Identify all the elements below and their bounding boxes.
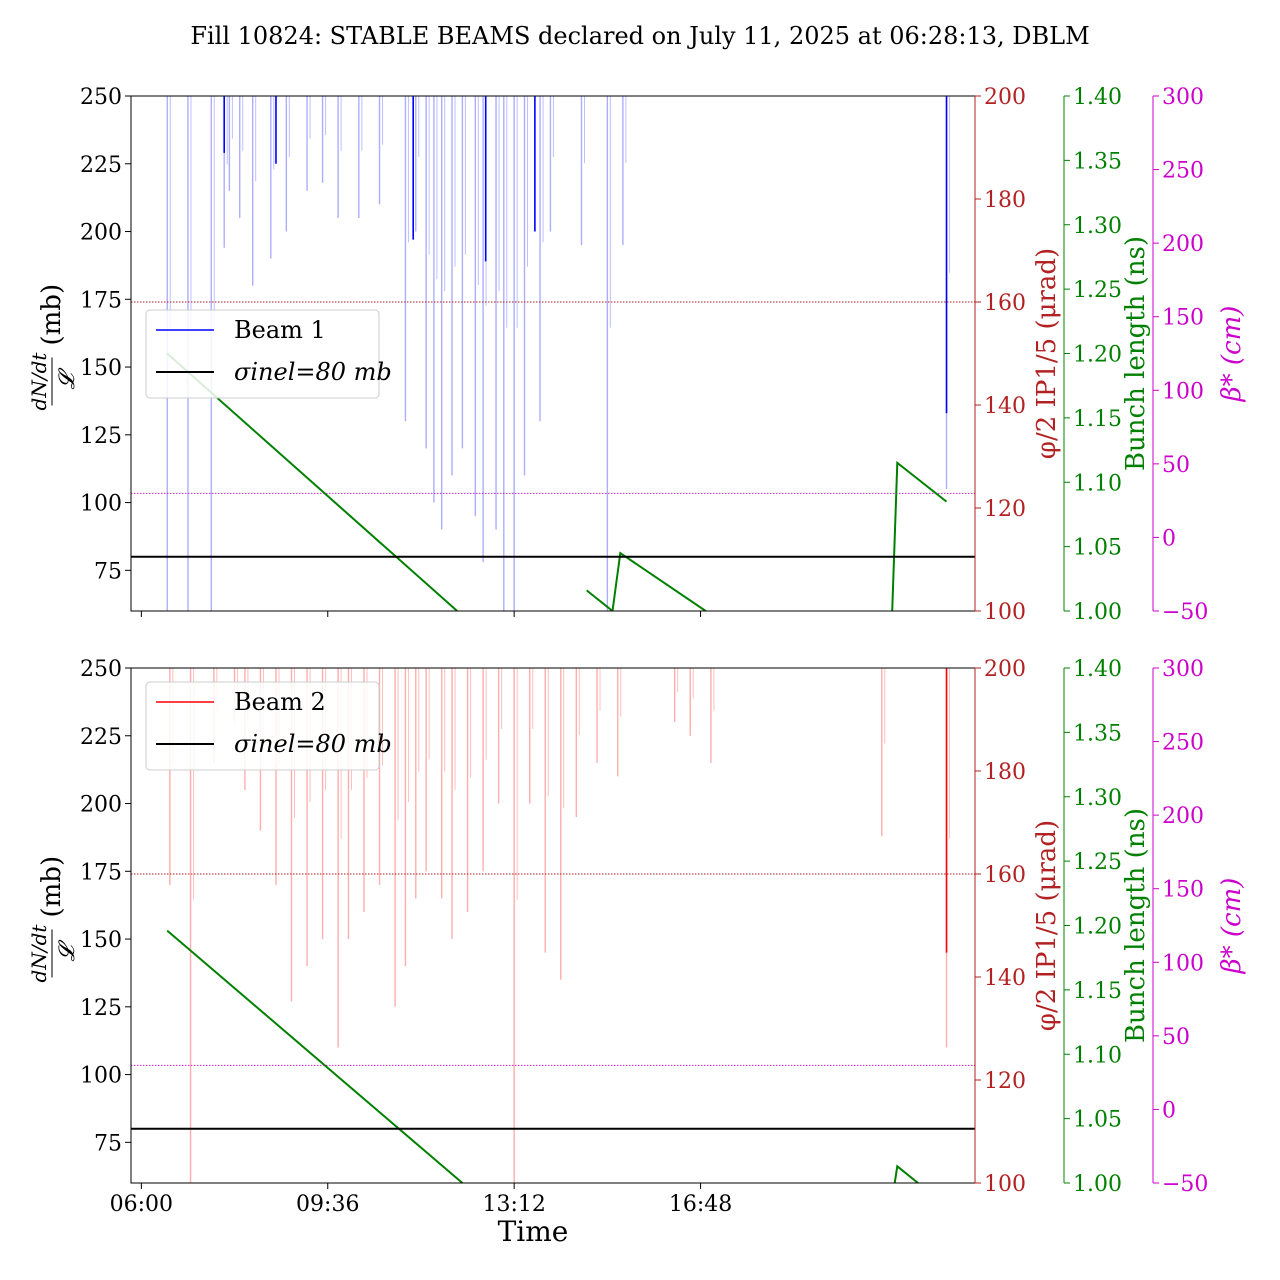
right-axis-tick-label: 300: [1162, 85, 1204, 110]
right-axis-tick-label: 150: [1162, 878, 1204, 903]
ylabel-unit: (mb): [37, 284, 67, 346]
right-axis-tick-label: 200: [1162, 804, 1204, 829]
phi-axis-label: φ/2 IP1/5 (μrad): [1032, 820, 1062, 1031]
right-axis-tick-label: 180: [984, 760, 1026, 785]
right-axis-tick-label: 1.15: [1073, 979, 1122, 1004]
right-axis-tick-label: 1.25: [1073, 850, 1122, 875]
bunch-length-line: [611, 551, 707, 611]
left-y-tick-label: 150: [80, 356, 122, 381]
bunch-length-axis-label: Bunch length (ns): [1121, 808, 1151, 1043]
right-axis-tick-label: 1.05: [1073, 536, 1122, 561]
right-axis-tick-label: 1.30: [1073, 786, 1122, 811]
panel-top: 75 100 125 150 175 200 225 250 dN/dt 𝓛 (mb) 100 120 1…: [27, 85, 1247, 625]
right-axis-tick-label: 1.40: [1073, 85, 1122, 110]
x-tick-label: 16:48: [669, 1192, 732, 1217]
left-y-tick-label: 100: [80, 1064, 122, 1089]
right-axis-tick-label: 160: [984, 291, 1026, 316]
right-axis-tick-label: 100: [984, 1172, 1026, 1197]
right-axis-tick-label: 250: [1162, 159, 1204, 184]
bunch-length-line: [891, 460, 948, 611]
ylabel-denominator: 𝓛: [55, 940, 80, 962]
left-y-tick-label: 175: [80, 860, 122, 885]
left-y-axis-label: dN/dt 𝓛 (mb): [27, 284, 80, 411]
right-axis-tick-label: 140: [984, 966, 1026, 991]
right-axis-tick-label: 200: [984, 657, 1026, 682]
figure-title: Fill 10824: STABLE BEAMS declared on Jul…: [190, 22, 1089, 50]
right-axis-tick-label: 160: [984, 863, 1026, 888]
legend-sigma-label: σinel=80 mb: [234, 358, 392, 386]
legend-box: [145, 681, 380, 771]
right-axis-tick-label: 1.40: [1073, 657, 1122, 682]
left-y-tick-label: 225: [80, 725, 122, 750]
right-axis-tick-label: 1.30: [1073, 214, 1122, 239]
bunch-length-line: [166, 929, 464, 1183]
right-axis-tick-label: 1.10: [1073, 471, 1122, 496]
legend-sigma-label: σinel=80 mb: [234, 730, 392, 758]
right-axis-tick-label: 1.20: [1073, 343, 1122, 368]
right-axis-tick-label: 120: [984, 497, 1026, 522]
legend-beam-label: Beam 2: [234, 688, 326, 716]
left-y-tick-label: 125: [80, 424, 122, 449]
ylabel-numerator: dN/dt: [27, 924, 51, 983]
panel-bottom: 75 100 125 150 175 200 225 250 dN/dt 𝓛 (mb) 100 120 1…: [27, 657, 1247, 1248]
right-axis-tick-label: 300: [1162, 657, 1204, 682]
left-y-tick-label: 200: [80, 221, 122, 246]
ylabel-unit: (mb): [37, 856, 67, 918]
x-tick-label: 06:00: [110, 1192, 173, 1217]
plot-area: [131, 96, 975, 611]
beta-axis-label: β* (cm): [1217, 306, 1247, 403]
right-axis-tick-label: 150: [1162, 306, 1204, 331]
right-axis-tick-label: 50: [1162, 1025, 1190, 1050]
right-axis-tick-label: 100: [1162, 379, 1204, 404]
right-axis-tick-label: 0: [1162, 526, 1176, 551]
bunch-length-line: [893, 1164, 919, 1183]
right-axis-tick-label: 1.35: [1073, 721, 1122, 746]
left-y-tick-label: 250: [80, 85, 122, 110]
right-axis-tick-label: 1.35: [1073, 149, 1122, 174]
x-tick-label: 13:12: [482, 1192, 545, 1217]
ylabel-numerator: dN/dt: [27, 352, 51, 411]
right-axis-tick-label: 1.25: [1073, 278, 1122, 303]
left-y-tick-label: 100: [80, 492, 122, 517]
legend: Beam 1 σinel=80 mb: [145, 309, 392, 399]
bunch-length-line: [586, 589, 614, 611]
beta-axis-label: β* (cm): [1217, 878, 1247, 975]
left-y-tick-label: 75: [94, 559, 122, 584]
right-axis-tick-label: 1.05: [1073, 1108, 1122, 1133]
left-y-tick-label: 225: [80, 153, 122, 178]
right-axis-tick-label: 200: [1162, 232, 1204, 257]
left-y-tick-label: 250: [80, 657, 122, 682]
right-axis-tick-label: 100: [1162, 951, 1204, 976]
left-y-tick-label: 75: [94, 1131, 122, 1156]
legend-beam-label: Beam 1: [234, 316, 326, 344]
right-axis-tick-label: 100: [984, 600, 1026, 625]
left-y-tick-label: 150: [80, 928, 122, 953]
right-axis-tick-label: 1.15: [1073, 407, 1122, 432]
left-y-axis-label: dN/dt 𝓛 (mb): [27, 856, 80, 983]
right-axis-tick-label: −50: [1162, 1172, 1208, 1197]
right-axis-tick-label: 1.20: [1073, 915, 1122, 940]
right-axis-tick-label: 50: [1162, 453, 1190, 478]
right-axis-tick-label: 120: [984, 1069, 1026, 1094]
right-axis-tick-label: −50: [1162, 600, 1208, 625]
x-tick-label: 09:36: [296, 1192, 359, 1217]
right-axis-tick-label: 200: [984, 85, 1026, 110]
left-y-tick-label: 175: [80, 288, 122, 313]
right-axis-tick-label: 1.00: [1073, 1172, 1122, 1197]
x-axis-label: Time: [498, 1215, 569, 1248]
right-axis-tick-label: 180: [984, 188, 1026, 213]
right-axis-tick-label: 1.00: [1073, 600, 1122, 625]
right-axis-tick-label: 250: [1162, 731, 1204, 756]
right-axis-tick-label: 1.10: [1073, 1043, 1122, 1068]
right-axis-tick-label: 140: [984, 394, 1026, 419]
ylabel-denominator: 𝓛: [55, 368, 80, 390]
legend-box: [145, 309, 380, 399]
bunch-length-axis-label: Bunch length (ns): [1121, 236, 1151, 471]
left-y-tick-label: 125: [80, 996, 122, 1021]
legend: Beam 2 σinel=80 mb: [145, 681, 392, 771]
phi-axis-label: φ/2 IP1/5 (μrad): [1032, 248, 1062, 459]
left-y-tick-label: 200: [80, 793, 122, 818]
right-axis-tick-label: 0: [1162, 1098, 1176, 1123]
